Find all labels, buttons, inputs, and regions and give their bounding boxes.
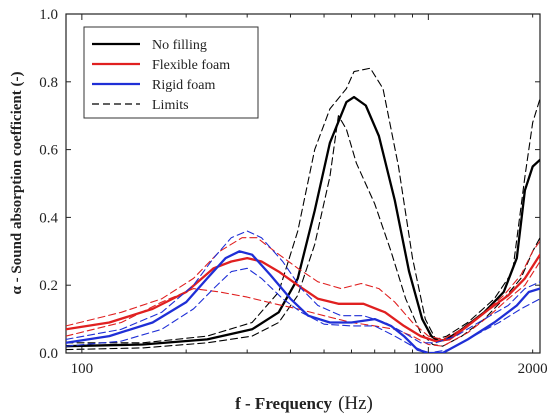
x-axis-label-name: f - Frequency	[235, 394, 332, 413]
y-axis-label: α - Sound absorption coefficient (-)	[9, 72, 25, 295]
y-tick-label: 0.2	[39, 278, 58, 294]
legend-label-flexible-foam: Flexible foam	[152, 58, 230, 73]
legend-label-rigid-foam: Rigid foam	[152, 78, 215, 93]
y-tick-label: 0.6	[39, 143, 58, 159]
series-rigid-foam	[66, 250, 540, 353]
y-tick-label: 1.0	[39, 7, 58, 23]
legend-label-limits: Limits	[152, 98, 189, 113]
series-flexible-foam-upper-limit	[66, 237, 540, 340]
series-no-filling-lower-limit	[66, 115, 540, 351]
series-flexible-foam	[66, 253, 540, 343]
legend-box	[83, 26, 259, 119]
series-layer	[66, 67, 540, 353]
x-tick-label: 2000	[518, 361, 548, 377]
y-tick-label: 0.0	[39, 346, 58, 362]
x-tick-label: 100	[71, 361, 94, 377]
legend-label-no-filling: No filling	[152, 38, 207, 53]
series-no-filling	[66, 95, 540, 348]
y-tick-label: 0.8	[39, 75, 58, 91]
series-rigid-foam-lower-limit	[66, 267, 540, 353]
x-tick-label: 1000	[413, 361, 443, 377]
legend: No filling Flexible foam Rigid foam Limits	[83, 26, 259, 119]
x-axis-label: f - Frequency (Hz)	[235, 393, 373, 414]
x-axis-unit: (Hz)	[338, 393, 373, 414]
y-tick-label: 0.4	[39, 210, 58, 226]
series-rigid-foam-upper-limit	[66, 230, 540, 344]
axis-layer: 0.0 0.2 0.4 0.6 0.8 1.0 100 1000 2000	[39, 7, 547, 377]
